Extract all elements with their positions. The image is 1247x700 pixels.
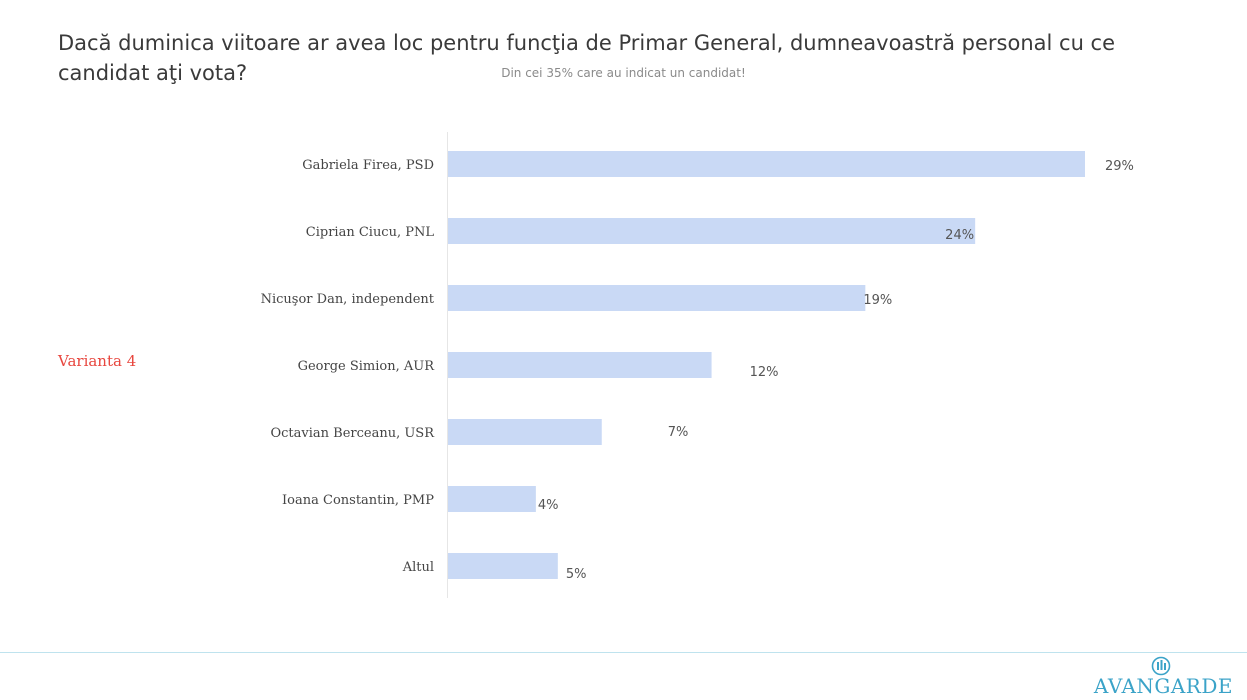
category-label: Octavian Berceanu, USR	[270, 426, 435, 441]
brand-mark-icon	[1151, 656, 1171, 676]
category-label: Gabriela Firea, PSD	[302, 158, 434, 173]
value-label: 19%	[863, 293, 892, 308]
value-label: 24%	[945, 228, 974, 243]
chart-subtitle: Din cei 35% care au indicat un candidat!	[501, 66, 746, 80]
variant-label: Varianta 4	[58, 352, 137, 370]
bar	[448, 553, 558, 579]
category-label: George Simion, AUR	[298, 359, 436, 374]
chart-title: Dacă duminica viitoare ar avea loc pentr…	[58, 31, 1116, 85]
bar	[448, 486, 536, 512]
category-label: Ioana Constantin, PMP	[282, 493, 434, 508]
bar	[448, 151, 1085, 177]
bar	[448, 352, 712, 378]
value-label: 12%	[750, 365, 779, 380]
bar	[448, 285, 866, 311]
bar	[448, 218, 976, 244]
value-label: 29%	[1105, 159, 1134, 174]
value-label: 4%	[538, 498, 559, 513]
value-label: 7%	[668, 425, 689, 440]
category-label: Nicuşor Dan, independent	[261, 292, 435, 307]
value-label: 5%	[566, 567, 587, 582]
category-label: Ciprian Ciucu, PNL	[306, 225, 435, 240]
brand-logo: AVANGARDE	[1093, 656, 1233, 698]
footer-divider	[0, 652, 1247, 653]
brand-name: AVANGARDE	[1093, 674, 1233, 698]
category-label: Altul	[402, 560, 434, 575]
bar	[448, 419, 602, 445]
